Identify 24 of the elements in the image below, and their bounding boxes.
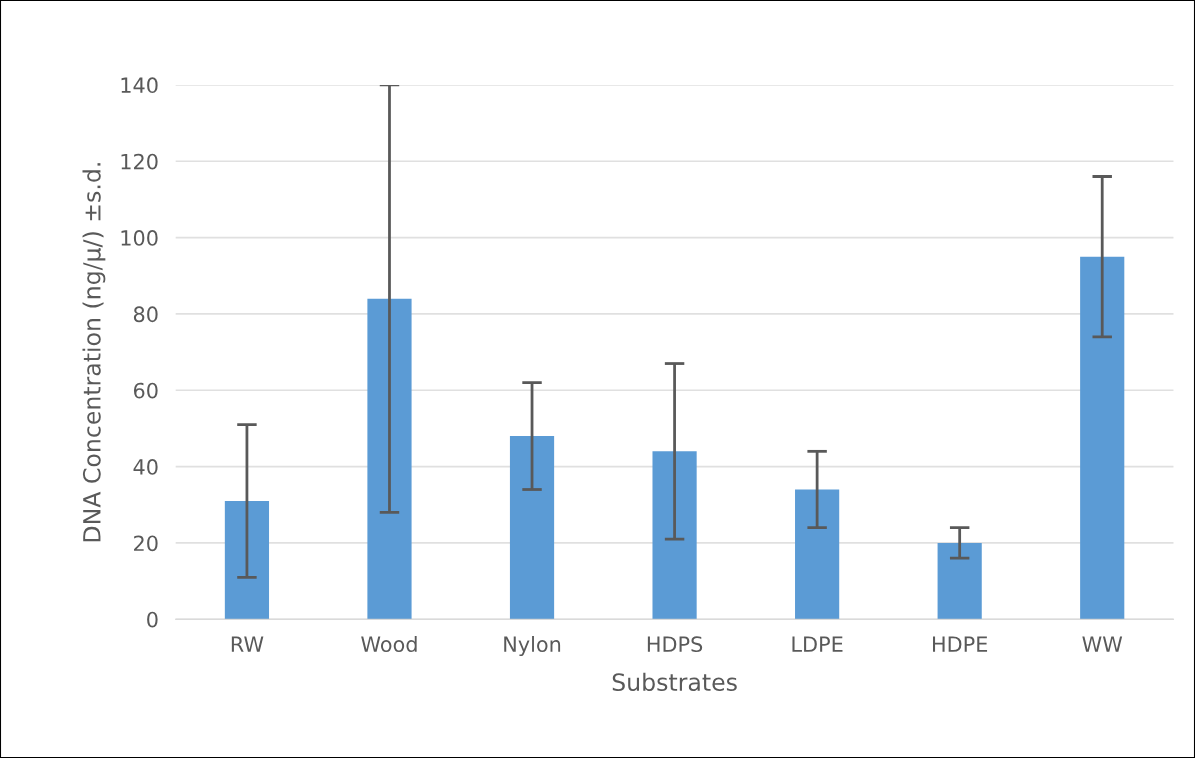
y-tick-label: 0 (147, 611, 158, 628)
y-tick-label: 120 (121, 153, 158, 170)
x-tick-label: HDPE (933, 636, 988, 652)
y-axis-title: DNA Concentration (ng/µ/) ±s.d. (82, 163, 106, 542)
x-tick-label: RW (231, 636, 264, 652)
y-tick-label: 80 (133, 306, 158, 323)
bar (795, 489, 840, 620)
bar (652, 451, 697, 620)
y-tick-label: 60 (133, 382, 158, 399)
x-tick-label: WW (1082, 636, 1123, 652)
x-axis-title: Substrates (612, 672, 737, 692)
bar (224, 500, 270, 620)
bar (937, 542, 982, 620)
y-tick-label: 100 (121, 230, 158, 246)
x-tick-label: Wood (361, 635, 417, 653)
y-tick-label: 20 (134, 535, 158, 552)
y-tick-label: 40 (133, 459, 158, 475)
x-tick-label: Nylon (504, 635, 561, 657)
bar (367, 298, 412, 620)
x-tick-label: LDPE (792, 636, 843, 652)
x-tick-label: HDPS (647, 636, 703, 653)
bar (509, 436, 555, 620)
bar (1080, 256, 1125, 620)
y-tick-label: 140 (121, 77, 158, 94)
